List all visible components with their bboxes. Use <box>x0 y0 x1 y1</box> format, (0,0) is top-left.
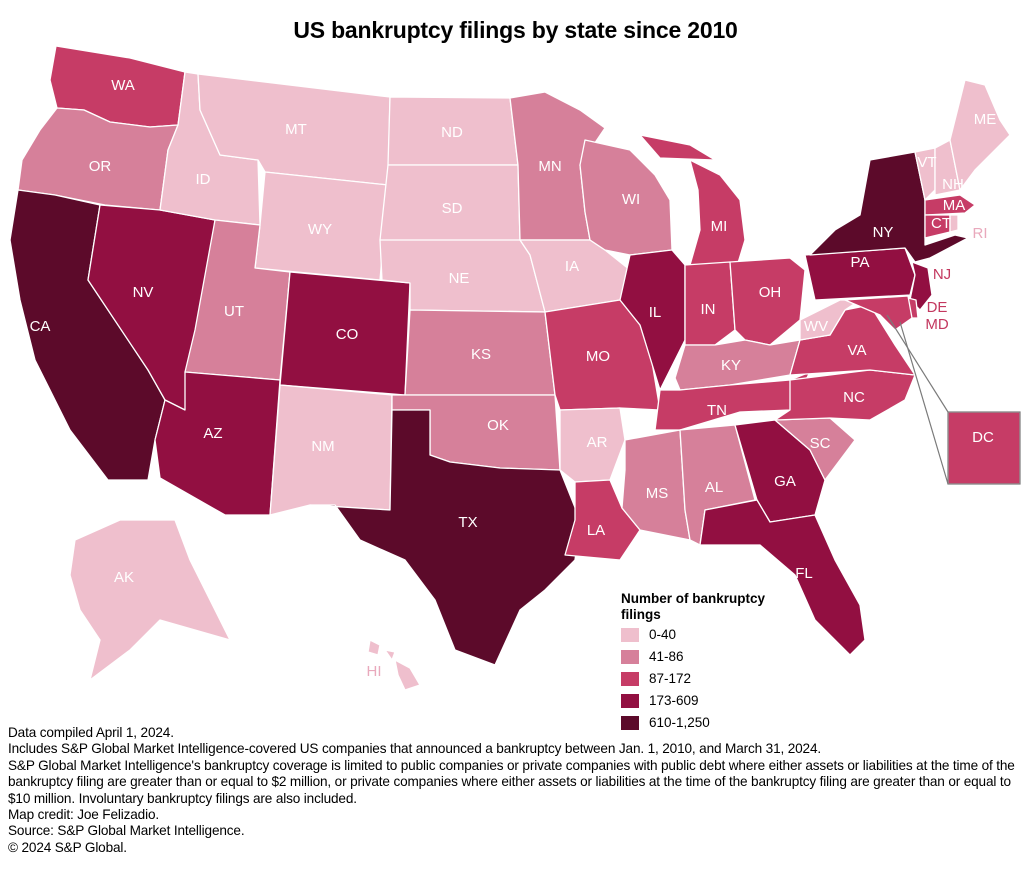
state-label-mt: MT <box>285 121 307 138</box>
legend-label: 41-86 <box>649 649 684 664</box>
dc-callout-line-upper <box>886 314 949 413</box>
state-la <box>564 479 641 561</box>
state-label-ga: GA <box>774 473 796 490</box>
state-label-wa: WA <box>111 77 135 94</box>
legend-label: 610-1,250 <box>649 715 710 730</box>
state-label-nj: NJ <box>933 266 951 283</box>
state-in <box>684 261 736 346</box>
state-label-tn: TN <box>707 402 727 419</box>
state-hi <box>367 639 421 691</box>
dc-callout-line-lower <box>899 321 949 485</box>
state-label-de: DE <box>927 299 948 316</box>
state-me <box>949 79 1011 191</box>
note-copyright: © 2024 S&P Global. <box>8 839 127 855</box>
state-md <box>844 295 913 331</box>
state-label-dc: DC <box>972 429 994 446</box>
state-label-me: ME <box>974 111 997 128</box>
state-tx <box>309 409 581 666</box>
legend-item: 41-86 <box>621 646 771 667</box>
state-label-ak: AK <box>114 569 134 586</box>
chart-title: US bankruptcy filings by state since 201… <box>293 17 738 43</box>
state-nj <box>909 261 933 311</box>
state-label-sc: SC <box>810 435 831 452</box>
state-ma <box>924 194 976 216</box>
legend-swatch <box>621 649 639 664</box>
us-choropleth-map: WA OR CA NV ID MT WY UT AZ CO NM ND SD NE KS OK TX MN IA MO… <box>9 45 1021 691</box>
state-label-pa: PA <box>851 254 870 271</box>
state-label-az: AZ <box>203 425 222 442</box>
legend-item: 0-40 <box>621 624 771 645</box>
state-label-ky: KY <box>721 357 741 374</box>
state-label-ma: MA <box>943 197 966 214</box>
legend-item: 173-609 <box>621 690 771 711</box>
legend-item: 610-1,250 <box>621 712 771 733</box>
state-label-co: CO <box>336 326 359 343</box>
state-label-va: VA <box>848 342 867 359</box>
state-label-nv: NV <box>133 284 154 301</box>
state-label-wy: WY <box>308 221 332 238</box>
legend-swatch <box>621 715 639 730</box>
state-label-la: LA <box>587 522 605 539</box>
note-source: Source: S&P Global Market Intelligence. <box>8 823 245 839</box>
state-label-fl: FL <box>795 565 813 582</box>
state-label-mn: MN <box>538 158 561 175</box>
legend: Number of bankruptcy filings 0-40 41-86 87… <box>621 591 771 733</box>
state-label-mi: MI <box>711 218 728 235</box>
state-label-ia: IA <box>565 258 579 275</box>
state-label-ct: CT <box>931 215 951 232</box>
state-label-nc: NC <box>843 389 865 406</box>
state-label-oh: OH <box>759 284 782 301</box>
state-ak <box>69 519 231 681</box>
state-label-tx: TX <box>458 514 477 531</box>
state-label-or: OR <box>89 158 112 175</box>
state-label-wi: WI <box>622 191 640 208</box>
note-map-credit: Map credit: Joe Felizadio. <box>8 807 159 823</box>
legend-label: 87-172 <box>649 671 692 686</box>
state-label-ca: CA <box>30 318 51 335</box>
state-label-ks: KS <box>471 346 491 363</box>
state-label-vt: VT <box>917 154 936 171</box>
note-coverage-limits: S&P Global Market Intelligence's bankrup… <box>8 757 1015 806</box>
state-label-nd: ND <box>441 124 463 141</box>
state-label-sd: SD <box>442 200 463 217</box>
note-coverage: Includes S&P Global Market Intelligence-… <box>8 741 822 757</box>
state-label-in: IN <box>701 301 716 318</box>
footnotes: Data compiled April 1, 2024. Includes S&… <box>8 725 1023 856</box>
state-label-nm: NM <box>311 438 334 455</box>
legend-swatch <box>621 693 639 708</box>
state-label-ut: UT <box>224 303 244 320</box>
state-fl <box>699 499 866 656</box>
legend-label: 0-40 <box>649 627 677 642</box>
state-il <box>619 249 686 391</box>
state-ri <box>949 214 959 233</box>
legend-item: 87-172 <box>621 668 771 689</box>
state-label-ms: MS <box>646 485 669 502</box>
state-label-ar: AR <box>587 434 608 451</box>
state-label-mo: MO <box>586 348 610 365</box>
state-label-wv: WV <box>804 318 828 335</box>
legend-title: Number of bankruptcy filings <box>621 591 766 622</box>
state-label-hi: HI <box>367 663 382 680</box>
state-dc <box>947 411 1021 485</box>
legend-swatch <box>621 671 639 686</box>
state-label-il: IL <box>649 304 662 321</box>
state-label-ne: NE <box>449 270 470 287</box>
state-label-md: MD <box>925 316 948 333</box>
dc-callout-box <box>947 411 1021 485</box>
state-label-nh: NH <box>942 176 964 193</box>
legend-swatch <box>621 627 639 642</box>
state-oh <box>729 257 806 346</box>
note-data-compiled: Data compiled April 1, 2024. <box>8 725 174 740</box>
state-label-ok: OK <box>487 417 509 434</box>
state-label-ri: RI <box>973 225 988 242</box>
legend-label: 173-609 <box>649 693 699 708</box>
state-wv <box>799 299 861 341</box>
state-label-ny: NY <box>873 224 894 241</box>
state-label-id: ID <box>196 171 211 188</box>
state-label-al: AL <box>705 479 723 496</box>
